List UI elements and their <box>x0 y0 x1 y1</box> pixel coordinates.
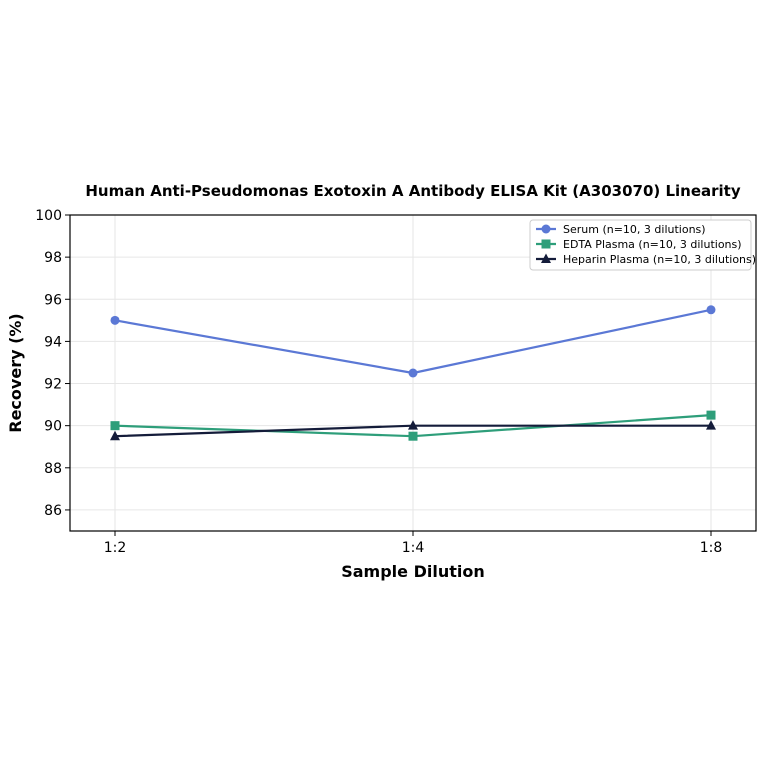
chart-title: Human Anti-Pseudomonas Exotoxin A Antibo… <box>85 182 741 200</box>
data-point <box>408 420 418 430</box>
series-layer <box>110 305 716 441</box>
legend-box <box>529 219 752 271</box>
legend-item: Heparin Plasma (n=10, 3 dilutions) <box>536 253 756 266</box>
x-axis-label: Sample Dilution <box>341 562 485 581</box>
data-point <box>110 430 120 441</box>
data-point <box>110 421 120 431</box>
legend-item: EDTA Plasma (n=10, 3 dilutions) <box>536 238 742 251</box>
legend-swatch-marker <box>541 253 551 263</box>
data-point <box>706 305 716 315</box>
legend: Serum (n=10, 3 dilutions) EDTA Plasma (n=… <box>529 219 756 271</box>
y-tick-label: 92 <box>44 377 62 393</box>
data-point <box>706 420 716 430</box>
y-tick-label: 90 <box>44 419 62 435</box>
x-tick-label: 1:2 <box>104 540 127 556</box>
y-tick-label: 88 <box>44 461 62 477</box>
data-point <box>408 431 418 441</box>
y-tick-label: 100 <box>35 208 62 224</box>
series-2 <box>110 410 716 441</box>
x-tick-label: 1:8 <box>700 540 723 556</box>
series-3 <box>110 420 716 441</box>
data-point <box>408 368 418 378</box>
legend-swatch-marker <box>541 239 551 249</box>
axis-ticks: 86 88 90 92 94 96 98 100 1:2 1:4 1:8 <box>35 208 722 556</box>
series-1 <box>110 305 716 378</box>
data-point <box>110 315 120 325</box>
data-point <box>706 410 716 420</box>
legend-swatch-marker <box>541 224 551 234</box>
y-tick-label: 98 <box>44 250 62 266</box>
y-tick-label: 86 <box>44 503 62 519</box>
legend-label: Serum (n=10, 3 dilutions) <box>563 223 706 236</box>
legend-label: EDTA Plasma (n=10, 3 dilutions) <box>563 238 742 251</box>
y-tick-label: 94 <box>44 334 62 350</box>
y-axis-label: Recovery (%) <box>6 313 25 432</box>
y-tick-label: 96 <box>44 292 62 308</box>
legend-label: Heparin Plasma (n=10, 3 dilutions) <box>563 253 756 266</box>
legend-item: Serum (n=10, 3 dilutions) <box>536 223 706 236</box>
x-tick-label: 1:4 <box>402 540 425 556</box>
